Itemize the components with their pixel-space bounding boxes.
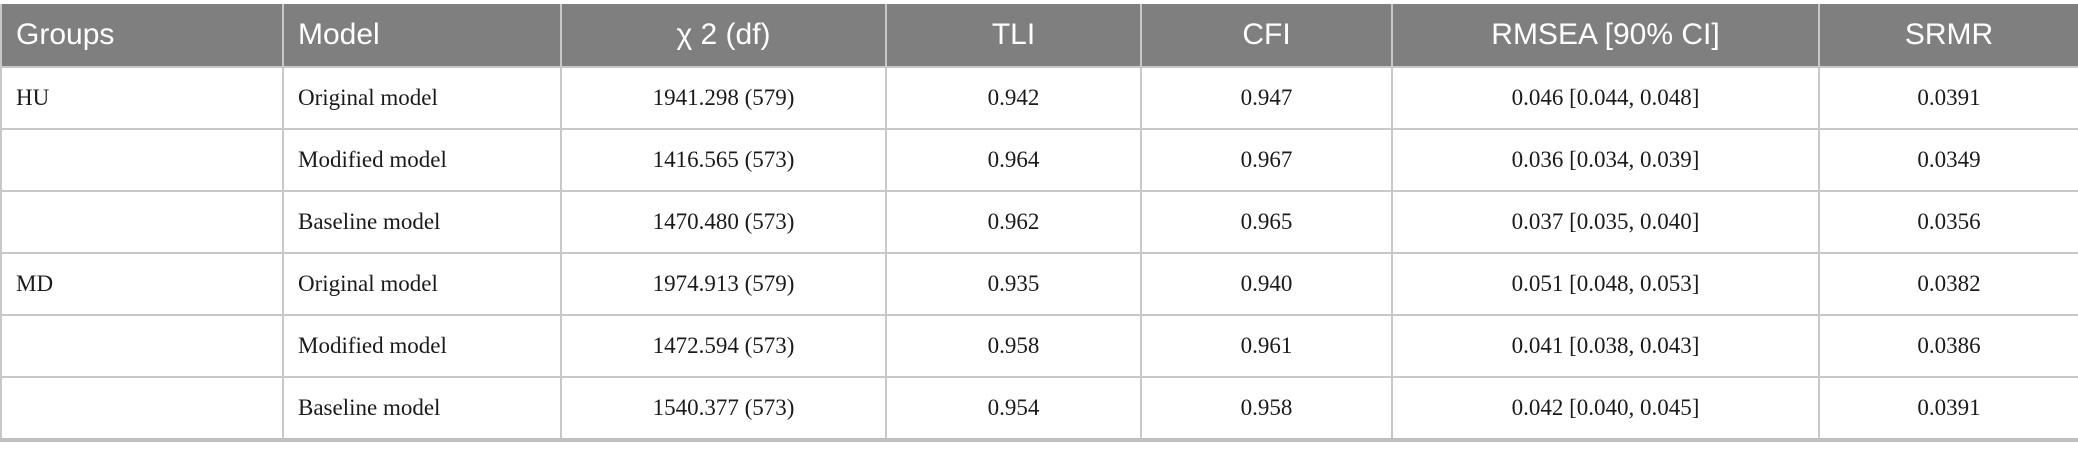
value-cell: 0.051 [0.048, 0.053] <box>1391 252 1819 315</box>
column-header: CFI <box>1140 4 1392 67</box>
value-cell: 1472.594 (573) <box>560 314 886 377</box>
value-cell: 0.0386 <box>1818 314 2078 377</box>
group-cell <box>0 128 283 191</box>
value-cell: 1540.377 (573) <box>560 376 886 440</box>
value-cell: 0.962 <box>885 190 1141 253</box>
value-cell: 0.0391 <box>1818 376 2078 440</box>
value-cell: 0.935 <box>885 252 1141 315</box>
value-cell: 0.958 <box>885 314 1141 377</box>
table-body: HU Original model 1941.298 (579) 0.942 0.947… <box>0 66 2078 440</box>
value-cell: 0.0382 <box>1818 252 2078 315</box>
table-container: Groups Model χ 2 (df) TLI CFI RMSEA [90% CI] S… <box>0 4 2078 442</box>
header-row: Groups Model χ 2 (df) TLI CFI RMSEA [90% CI] S… <box>0 4 2078 67</box>
group-cell: MD <box>0 252 283 315</box>
model-cell: Modified model <box>282 314 561 377</box>
value-cell: 0.041 [0.038, 0.043] <box>1391 314 1819 377</box>
value-cell: 0.967 <box>1140 128 1392 191</box>
value-cell: 0.046 [0.044, 0.048] <box>1391 66 1819 129</box>
value-cell: 1974.913 (579) <box>560 252 886 315</box>
value-cell: 0.964 <box>885 128 1141 191</box>
group-cell <box>0 376 283 440</box>
value-cell: 1470.480 (573) <box>560 190 886 253</box>
column-header: RMSEA [90% CI] <box>1391 4 1819 67</box>
value-cell: 0.0356 <box>1818 190 2078 253</box>
table-row: HU Original model 1941.298 (579) 0.942 0.947… <box>0 66 2078 129</box>
value-cell: 0.940 <box>1140 252 1392 315</box>
table-row: Baseline model 1540.377 (573) 0.954 0.958 0.… <box>0 376 2078 440</box>
model-cell: Baseline model <box>282 190 561 253</box>
table-row: Modified model 1472.594 (573) 0.958 0.961 0.… <box>0 314 2078 377</box>
value-cell: 0.947 <box>1140 66 1392 129</box>
model-cell: Modified model <box>282 128 561 191</box>
value-cell: 0.954 <box>885 376 1141 440</box>
value-cell: 0.037 [0.035, 0.040] <box>1391 190 1819 253</box>
value-cell: 0.942 <box>885 66 1141 129</box>
value-cell: 1941.298 (579) <box>560 66 886 129</box>
value-cell: 0.958 <box>1140 376 1392 440</box>
column-header: Groups <box>0 4 283 67</box>
column-header: χ 2 (df) <box>560 4 886 67</box>
value-cell: 0.965 <box>1140 190 1392 253</box>
value-cell: 0.042 [0.040, 0.045] <box>1391 376 1819 440</box>
table-row: Baseline model 1470.480 (573) 0.962 0.965 0.… <box>0 190 2078 253</box>
column-header: SRMR <box>1818 4 2078 67</box>
table-row: MD Original model 1974.913 (579) 0.935 0.940… <box>0 252 2078 315</box>
value-cell: 0.0349 <box>1818 128 2078 191</box>
model-cell: Original model <box>282 252 561 315</box>
value-cell: 0.036 [0.034, 0.039] <box>1391 128 1819 191</box>
value-cell: 0.961 <box>1140 314 1392 377</box>
fit-table: Groups Model χ 2 (df) TLI CFI RMSEA [90% CI] S… <box>0 4 2078 442</box>
group-cell: HU <box>0 66 283 129</box>
table-row: Modified model 1416.565 (573) 0.964 0.967 0.… <box>0 128 2078 191</box>
value-cell: 0.0391 <box>1818 66 2078 129</box>
value-cell: 1416.565 (573) <box>560 128 886 191</box>
group-cell <box>0 190 283 253</box>
table-head: Groups Model χ 2 (df) TLI CFI RMSEA [90% CI] S… <box>0 4 2078 67</box>
column-header: Model <box>282 4 561 67</box>
model-cell: Original model <box>282 66 561 129</box>
group-cell <box>0 314 283 377</box>
model-cell: Baseline model <box>282 376 561 440</box>
column-header: TLI <box>885 4 1141 67</box>
